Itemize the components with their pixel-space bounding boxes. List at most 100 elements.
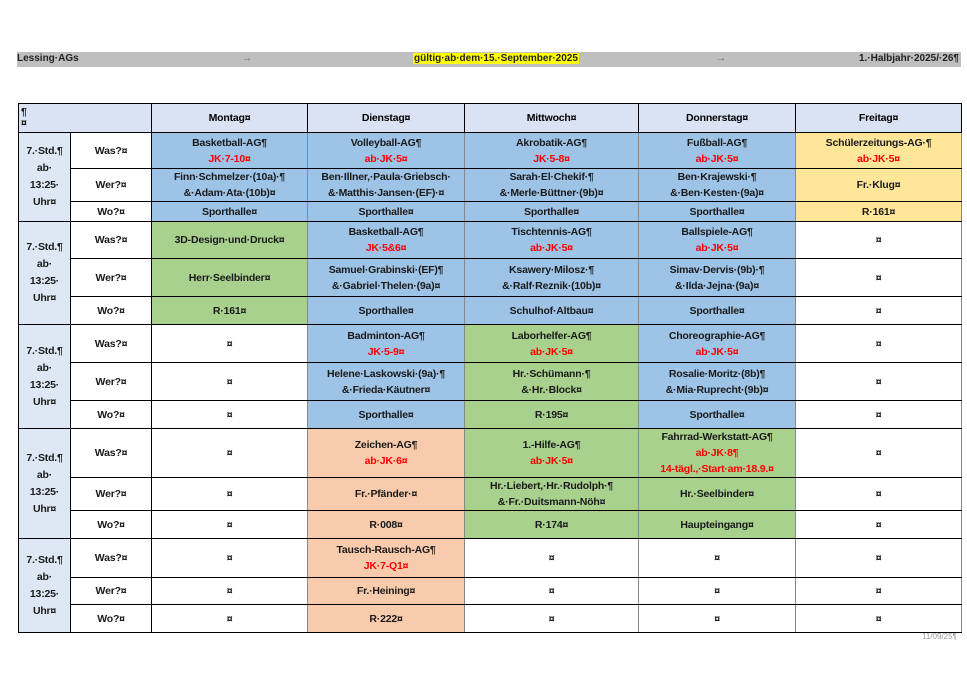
cell-text: Sporthalle¤: [689, 304, 745, 317]
cell-text: ¤: [548, 612, 555, 625]
row-label: Was?¤: [69, 324, 153, 363]
time-block-label: 7.·Std.¶ ab· 13:25· Uhr¤: [18, 221, 71, 325]
schedule-cell: ¤: [795, 477, 963, 511]
schedule-cell: Haupteingang¤: [638, 510, 797, 539]
cell-text: ¤: [226, 408, 233, 421]
grade-level-text: ab·JK·5¤: [530, 455, 573, 467]
grade-level-text: ab·JK·5¤: [530, 242, 573, 254]
cell-text: &·Adam·Ata·(10b)¤: [183, 187, 276, 199]
table-row: Wer?¤ ¤ Fr.·Heining¤ ¤ ¤ ¤: [19, 577, 963, 605]
schedule-cell: ¤: [464, 538, 640, 578]
document-header-bar: Lessing·AGs → gültig·ab·dem·15.·Septembe…: [17, 52, 961, 67]
cell-text: Hr.·Liebert,·Hr.·Rudolph·¶: [489, 480, 614, 492]
schedule-cell: Sporthalle¤: [307, 400, 466, 429]
time-label-line: 13:25·: [29, 378, 60, 391]
schedule-cell: Rosalie·Moritz·(8b)¶ &·Mia·Ruprecht·(9b)¤: [638, 362, 797, 401]
schedule-cell: Volleyball-AG¶ ab·JK·5¤: [307, 132, 466, 169]
cell-text: Ksawery·Milosz·¶: [509, 263, 594, 276]
cell-text: R·222¤: [369, 612, 403, 625]
cell-text: ¤: [875, 447, 882, 459]
schedule-cell: Sporthalle¤: [638, 201, 797, 222]
schedule-cell: R·195¤: [464, 400, 640, 429]
cell-text: ¤: [875, 304, 882, 317]
time-label-line: ab·: [36, 162, 53, 174]
schedule-cell: ¤: [638, 538, 797, 578]
schedule-cell: ¤: [151, 538, 309, 578]
cell-text: &·Fr.·Duitsmann-Nöh¤: [497, 496, 606, 508]
grade-level-text: ab·JK·5¤: [695, 345, 739, 358]
cell-text: Fahrrad-Werkstatt-AG¶: [661, 431, 773, 443]
schedule-cell: ¤: [151, 577, 309, 605]
time-label-line: 13:25·: [29, 275, 60, 287]
cell-text: ¤: [875, 408, 882, 421]
cell-text: Sporthalle¤: [689, 205, 745, 218]
schedule-cell: R·008¤: [307, 510, 466, 539]
schedule-cell: Tausch-Rausch-AG¶ JK·7-Q1¤: [307, 538, 466, 578]
time-label-line: Uhr¤: [32, 292, 57, 304]
time-block-label: 7.·Std.¶ ab· 13:25· Uhr¤: [18, 428, 71, 539]
cell-text: Ben·Krajewski·¶: [677, 171, 757, 183]
time-label-line: Uhr¤: [32, 502, 57, 515]
row-label: Was?¤: [69, 538, 153, 578]
cell-text: ¤: [875, 375, 882, 388]
cell-text: ¤: [875, 612, 882, 625]
schedule-cell: Sporthalle¤: [307, 296, 466, 325]
cell-text: Badminton-AG¶: [347, 329, 425, 342]
cell-text: ¤: [226, 518, 233, 531]
cell-text: Sporthalle¤: [524, 205, 579, 218]
schedule-cell: R·222¤: [307, 604, 466, 633]
cell-text: ¤: [226, 375, 233, 388]
cell-text: Sporthalle¤: [202, 205, 257, 218]
cell-text: Basketball-AG¶: [192, 136, 267, 149]
cell-text: Tischtennis-AG¶: [511, 226, 592, 238]
cell-text: Fr.·Pfänder·¤: [354, 488, 418, 500]
schedule-cell: Fußball-AG¶ ab·JK·5¤: [638, 132, 797, 169]
cell-text: ¤: [875, 585, 882, 597]
row-label: Wer?¤: [69, 258, 153, 297]
schedule-cell: Finn·Schmelzer·(10a)·¶ &·Adam·Ata·(10b)¤: [151, 168, 309, 202]
cell-text: Schulhof·Altbau¤: [509, 304, 594, 317]
corner-mark: ¶: [21, 106, 27, 118]
cell-text: ¤: [226, 337, 233, 350]
cell-text: ¤: [714, 552, 720, 564]
schedule-cell: ¤: [795, 324, 963, 363]
grade-level-text: JK·7-10¤: [208, 152, 251, 165]
schedule-cell: Hr.·Schümann·¶ &·Hr.·Block¤: [464, 362, 640, 401]
cell-text: Schülerzeitungs-AG·¶: [825, 136, 932, 149]
cell-text: Ballspiele-AG¶: [681, 226, 753, 238]
cell-text: Haupteingang¤: [680, 518, 754, 531]
valid-from-date: gültig·ab·dem·15.·September·2025: [413, 53, 579, 64]
time-label-line: Uhr¤: [32, 395, 57, 408]
cell-text: ¤: [548, 552, 555, 564]
schedule-cell: ¤: [151, 510, 309, 539]
table-row: Wer?¤ ¤ Helene·Laskowski·(9a)·¶ &·Frieda·Kä…: [19, 362, 963, 401]
grade-level-text: 14-tägl.,·Start·am·18.9.¤: [660, 463, 774, 475]
cell-text: ¤: [875, 337, 882, 350]
day-header: Mittwoch¤: [464, 103, 640, 133]
cell-text: ¤: [226, 447, 233, 459]
table-row: 7.·Std.¶ ab· 13:25· Uhr¤ Was?¤ ¤ Tausch-Rausch…: [18, 538, 963, 633]
schedule-cell: ¤: [638, 577, 797, 605]
schedule-cell: Simav·Dervis·(9b)·¶ &·Ilda·Jejna·(9a)¤: [638, 258, 797, 297]
time-label-line: 7.·Std.¶: [26, 451, 63, 464]
time-block-label: 7.·Std.¶ ab· 13:25· Uhr¤: [18, 324, 71, 429]
schedule-cell: Ben·Illner,·Paula·Griebsch· &·Matthis·Jan…: [307, 168, 466, 202]
schedule-cell: Herr·Seelbinder¤: [151, 258, 309, 297]
schedule-cell: 3D-Design·und·Druck¤: [151, 221, 309, 259]
cell-text: &·Frieda·Käutner¤: [341, 383, 431, 396]
cell-text: Tausch-Rausch-AG¶: [336, 544, 436, 556]
table-row: Wer?¤ ¤ Fr.·Pfänder·¤ Hr.·Liebert,·Hr.·Rudo…: [19, 477, 963, 511]
time-label-line: 7.·Std.¶: [26, 241, 63, 253]
schedule-cell: Tischtennis-AG¶ ab·JK·5¤: [464, 221, 640, 259]
schedule-cell: ¤: [795, 258, 963, 297]
row-label: Wo?¤: [69, 296, 153, 325]
cell-text: Fußball-AG¶: [686, 136, 748, 149]
cell-text: Simav·Dervis·(9b)·¶: [669, 263, 765, 276]
school-title: Lessing·AGs: [17, 53, 79, 64]
time-label-line: ab·: [36, 258, 53, 270]
tab-mark: →: [242, 53, 252, 64]
cell-text: &·Matthis·Jansen·(EF)·¤: [327, 187, 445, 199]
cell-text: &·Merle·Büttner·(9b)¤: [499, 187, 604, 199]
schedule-cell: ¤: [795, 428, 963, 478]
schedule-cell: Laborhelfer-AG¶ ab·JK·5¤: [464, 324, 640, 363]
